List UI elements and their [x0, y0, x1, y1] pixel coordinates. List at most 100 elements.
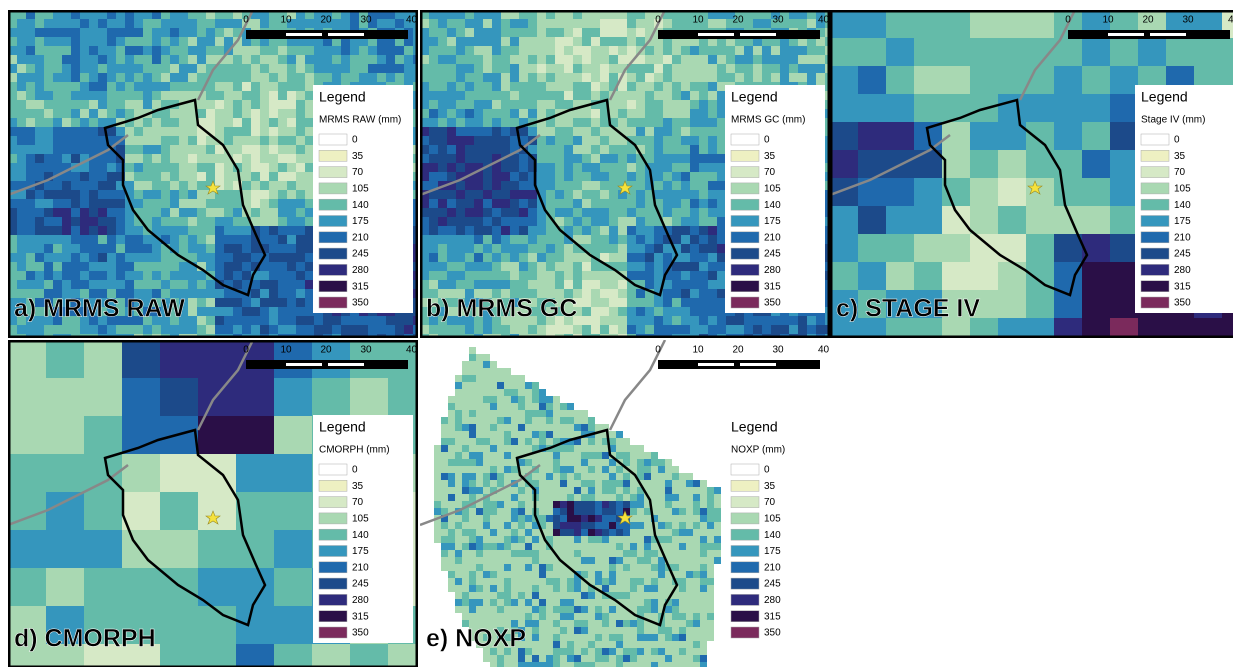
rain-cell — [447, 235, 456, 244]
rain-cell — [595, 550, 602, 557]
rain-cell — [188, 244, 197, 253]
rain-cell — [134, 82, 143, 91]
rain-cell — [224, 298, 233, 307]
rain-cell — [573, 190, 582, 199]
rain-cell — [886, 66, 914, 94]
rain-cell — [125, 271, 134, 280]
rain-cell — [690, 208, 699, 217]
rain-cell — [546, 452, 553, 459]
rain-cell — [546, 403, 553, 410]
rain-cell — [455, 431, 462, 438]
rain-cell — [122, 568, 160, 606]
rain-cell — [645, 145, 654, 154]
rain-cell — [305, 64, 314, 73]
rain-cell — [125, 46, 134, 55]
rain-cell — [278, 55, 287, 64]
rain-cell — [504, 396, 511, 403]
rain-cell — [448, 410, 455, 417]
rain-cell — [665, 529, 672, 536]
rain-cell — [654, 46, 663, 55]
rain-cell — [53, 154, 62, 163]
rain-cell — [278, 46, 287, 55]
rain-cell — [456, 163, 465, 172]
rain-cell — [591, 109, 600, 118]
rain-cell — [651, 592, 658, 599]
rain-cell — [456, 19, 465, 28]
rain-cell — [532, 529, 539, 536]
rain-cell — [438, 145, 447, 154]
rain-cell — [89, 64, 98, 73]
rain-cell — [573, 73, 582, 82]
rain-cell — [269, 163, 278, 172]
rain-cell — [462, 417, 469, 424]
rain-cell — [663, 316, 672, 325]
rain-cell — [519, 280, 528, 289]
rain-cell — [630, 550, 637, 557]
rain-cell — [197, 136, 206, 145]
rain-cell — [686, 473, 693, 480]
rain-cell — [492, 217, 501, 226]
rain-cell — [160, 530, 198, 568]
rain-cell — [546, 271, 555, 280]
rain-cell — [708, 235, 717, 244]
rain-cell — [780, 64, 789, 73]
legend-value: 350 — [352, 628, 369, 639]
rain-cell — [107, 172, 116, 181]
rain-cell — [663, 199, 672, 208]
rain-cell — [914, 178, 942, 206]
rain-cell — [672, 235, 681, 244]
rain-cell — [528, 46, 537, 55]
rain-cell — [567, 585, 574, 592]
rain-cell — [465, 154, 474, 163]
rain-cell — [206, 28, 215, 37]
rain-cell — [645, 244, 654, 253]
rain-cell — [546, 564, 553, 571]
rain-cell — [518, 564, 525, 571]
rain-cell — [573, 262, 582, 271]
rain-cell — [260, 289, 269, 298]
rain-cell — [609, 438, 616, 445]
rain-cell — [134, 244, 143, 253]
rain-cell — [609, 64, 618, 73]
rain-cell — [582, 190, 591, 199]
rain-cell — [483, 550, 490, 557]
rain-cell — [465, 217, 474, 226]
rain-cell — [914, 38, 942, 66]
rain-cell — [504, 599, 511, 606]
rain-cell — [537, 145, 546, 154]
rain-cell — [490, 473, 497, 480]
rain-cell — [595, 592, 602, 599]
rain-cell — [681, 91, 690, 100]
rain-cell — [708, 19, 717, 28]
rain-cell — [197, 64, 206, 73]
rain-cell — [278, 154, 287, 163]
rain-cell — [616, 431, 623, 438]
rain-cell — [233, 271, 242, 280]
rain-cell — [465, 28, 474, 37]
rain-cell — [483, 208, 492, 217]
rain-cell — [483, 522, 490, 529]
rain-cell — [455, 480, 462, 487]
rain-cell — [501, 181, 510, 190]
rain-cell — [564, 37, 573, 46]
rain-cell — [573, 208, 582, 217]
rain-cell — [998, 178, 1026, 206]
rain-cell — [681, 280, 690, 289]
rain-cell — [681, 217, 690, 226]
rain-cell — [483, 438, 490, 445]
rain-cell — [525, 382, 532, 389]
rain-cell — [35, 244, 44, 253]
rain-cell — [448, 473, 455, 480]
rain-cell — [62, 46, 71, 55]
rain-cell — [35, 46, 44, 55]
rain-cell — [654, 73, 663, 82]
rain-cell — [914, 262, 942, 290]
rain-cell — [654, 226, 663, 235]
rain-cell — [539, 452, 546, 459]
rain-cell — [693, 564, 700, 571]
rain-cell — [672, 127, 681, 136]
rain-cell — [447, 37, 456, 46]
rain-cell — [726, 316, 735, 325]
rain-cell — [699, 91, 708, 100]
rain-cell — [581, 410, 588, 417]
